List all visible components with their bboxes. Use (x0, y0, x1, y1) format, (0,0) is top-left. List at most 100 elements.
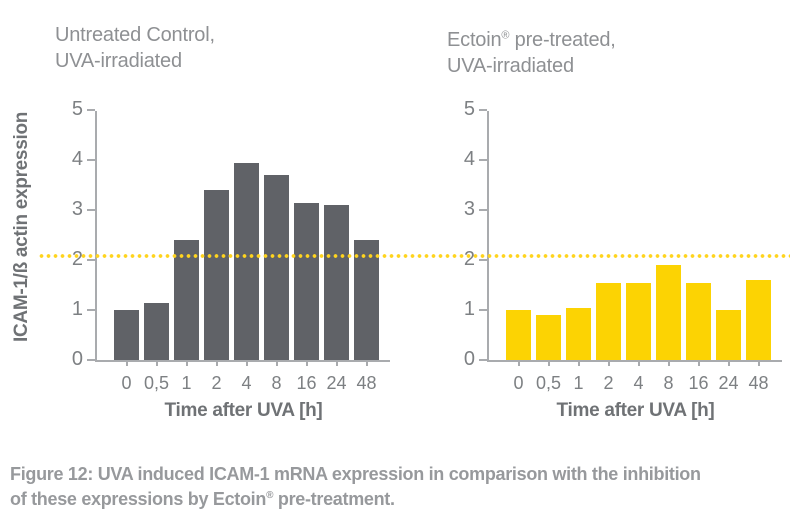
x-axis-tick-label: 24 (326, 373, 347, 393)
x-axis-tick-label: 16 (296, 373, 317, 393)
left-chart-title-line1: Untreated Control, (55, 24, 215, 46)
y-axis-tick-label: 1 (463, 298, 475, 320)
x-axis-tick-mark (305, 360, 308, 366)
x-axis-tick-label: 4 (633, 373, 644, 393)
y-axis-tick-label: 2 (463, 248, 475, 270)
x-axis-tick-mark (245, 360, 248, 366)
right-chart-title-line2: UVA-irradiated (447, 54, 574, 77)
bar (716, 310, 741, 360)
x-axis-tick-label: 4 (241, 373, 252, 393)
y-axis-tick-label: 4 (463, 148, 475, 170)
y-axis-tick-mark (87, 159, 95, 161)
y-axis-tick-label: 4 (71, 148, 83, 170)
y-axis-tick-mark (479, 209, 487, 211)
bar (566, 307, 591, 360)
bar (324, 205, 349, 360)
x-axis-tick-label: 48 (748, 373, 769, 393)
bar (596, 282, 621, 360)
y-axis-tick-mark (479, 309, 487, 311)
x-axis-tick-label: 1 (181, 373, 192, 393)
figure-caption-line2: of these expressions by Ectoin® pre-trea… (10, 489, 395, 509)
bar (746, 280, 771, 360)
x-axis-tick-mark (365, 360, 368, 366)
y-axis-tick-label: 3 (463, 198, 475, 220)
y-axis-tick-label: 2 (71, 248, 83, 270)
x-axis-tick-mark (335, 360, 338, 366)
x-axis-tick-mark (757, 360, 760, 366)
right-chart-title: Ectoin® pre-treated, UVA-irradiated (447, 22, 616, 79)
left-chart-title: Untreated Control, UVA-irradiated (55, 22, 215, 74)
y-axis-tick-label: 3 (71, 198, 83, 220)
x-axis-tick-label: 0,5 (143, 373, 170, 393)
bar (144, 302, 169, 360)
right-chart-x-axis-title: Time after UVA [h] (556, 400, 715, 421)
y-axis-tick-label: 0 (463, 348, 475, 370)
y-axis-tick-mark (479, 259, 487, 261)
y-axis-tick-mark (87, 109, 95, 111)
bar (264, 175, 289, 360)
x-axis-tick-mark (607, 360, 610, 366)
x-axis-tick-mark (275, 360, 278, 366)
y-axis-tick-mark (87, 359, 95, 361)
x-axis-tick-label: 24 (718, 373, 739, 393)
y-axis-tick-label: 1 (71, 298, 83, 320)
left-chart-x-tick-labels: 0 0,5 1 2 4 8 16 24 48 (97, 373, 390, 395)
bar (204, 190, 229, 360)
x-axis-tick-label: 0 (121, 373, 132, 393)
bar (686, 282, 711, 360)
x-axis-tick-mark (155, 360, 158, 366)
y-axis-tick-mark (87, 309, 95, 311)
x-axis-tick-label: 2 (211, 373, 222, 393)
bar (536, 315, 561, 360)
figure-caption: Figure 12: UVA induced ICAM-1 mRNA expre… (10, 464, 796, 510)
bar (174, 240, 199, 360)
right-chart-title-line1: Ectoin® pre-treated, (447, 28, 616, 51)
x-axis-tick-mark (547, 360, 550, 366)
y-axis-tick-mark (479, 109, 487, 111)
x-axis-tick-label: 2 (603, 373, 614, 393)
x-axis-tick-mark (125, 360, 128, 366)
left-chart-x-axis-title: Time after UVA [h] (164, 400, 323, 421)
registered-trademark-symbol: ® (266, 490, 274, 501)
figure-caption-line1: Figure 12: UVA induced ICAM-1 mRNA expre… (10, 464, 701, 484)
bar (626, 282, 651, 360)
x-axis-tick-label: 8 (271, 373, 282, 393)
bar (114, 310, 139, 360)
y-axis-label: ICAM-1/ß actin expression (11, 111, 32, 343)
x-axis-tick-mark (667, 360, 670, 366)
x-axis-tick-label: 48 (356, 373, 377, 393)
right-chart-bars (506, 265, 771, 360)
y-axis-tick-label: 5 (71, 98, 83, 120)
bar (234, 162, 259, 360)
x-axis-tick-mark (727, 360, 730, 366)
registered-trademark-symbol: ® (501, 29, 510, 41)
x-axis-tick-mark (185, 360, 188, 366)
x-axis-tick-mark (577, 360, 580, 366)
x-axis-tick-mark (637, 360, 640, 366)
bar (506, 310, 531, 360)
x-axis-tick-label: 0 (513, 373, 524, 393)
y-axis-tick-mark (479, 359, 487, 361)
x-axis-tick-label: 0,5 (535, 373, 562, 393)
reference-dotted-line (38, 254, 790, 258)
y-axis-tick-mark (87, 209, 95, 211)
right-chart-x-tick-labels: 0 0,5 1 2 4 8 16 24 48 (489, 373, 782, 395)
left-chart-title-line2: UVA-irradiated (55, 50, 182, 72)
x-axis-tick-label: 8 (663, 373, 674, 393)
x-axis-tick-mark (517, 360, 520, 366)
y-axis-tick-label: 5 (463, 98, 475, 120)
y-axis-tick-mark (479, 159, 487, 161)
x-axis-tick-label: 1 (573, 373, 584, 393)
y-axis-tick-mark (87, 259, 95, 261)
x-axis-tick-label: 16 (688, 373, 709, 393)
left-chart-bars (114, 162, 379, 360)
bar (294, 202, 319, 360)
y-axis-tick-label: 0 (71, 348, 83, 370)
bar (354, 240, 379, 360)
x-axis-tick-mark (697, 360, 700, 366)
bar (656, 265, 681, 360)
x-axis-tick-mark (215, 360, 218, 366)
